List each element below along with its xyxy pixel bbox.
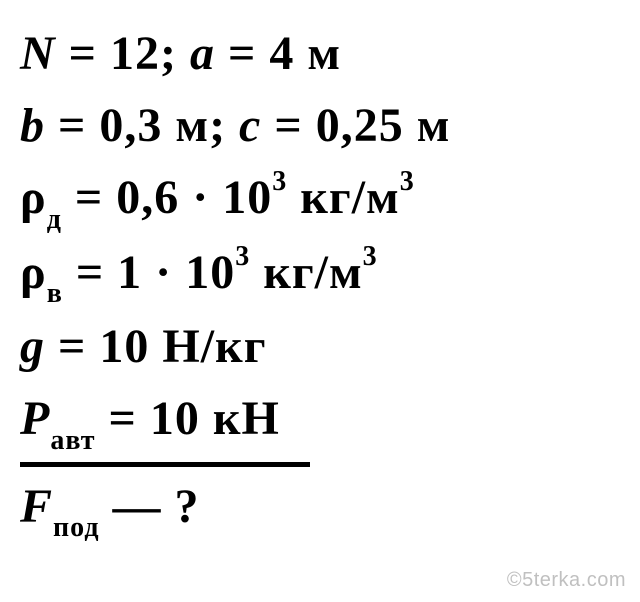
unit-exp: 3 [363, 241, 378, 272]
line-4: ρв = 1 · 103 кг/м3 [20, 237, 620, 312]
val-g: 10 [99, 320, 149, 373]
val-b: 0,3 [99, 99, 162, 152]
var-P: P [20, 392, 50, 445]
dot: · [179, 171, 222, 224]
line-6: Pавт = 10 кН [20, 383, 620, 458]
sub-avt: авт [50, 425, 95, 456]
question-mark: ? [175, 480, 200, 533]
val-P: 10 [150, 392, 200, 445]
dot: · [142, 246, 185, 299]
sub-d: д [47, 204, 62, 235]
line-7-find: Fпод — ? [20, 471, 620, 546]
eq: = [215, 27, 269, 80]
eq: = [45, 99, 99, 152]
unit-kgm3: кг/м [287, 171, 399, 224]
val-c: 0,25 [316, 99, 404, 152]
line-3: ρд = 0,6 · 103 кг/м3 [20, 162, 620, 237]
sub-v: в [47, 278, 63, 309]
eq: = [45, 320, 99, 373]
sep: ; [209, 99, 239, 152]
exp: 3 [235, 241, 250, 272]
eq: = [63, 246, 117, 299]
sep: ; [160, 27, 190, 80]
var-c: c [239, 99, 261, 152]
base: 10 [185, 246, 235, 299]
coef: 1 [117, 246, 142, 299]
exp: 3 [272, 166, 287, 197]
unit-kgm3: кг/м [250, 246, 362, 299]
var-rho: ρ [20, 171, 47, 224]
unit-exp: 3 [400, 166, 415, 197]
eq: = [56, 27, 110, 80]
var-b: b [20, 99, 45, 152]
dash: — [100, 480, 175, 533]
line-2: b = 0,3 м; c = 0,25 м [20, 90, 620, 162]
line-1: N = 12; a = 4 м [20, 18, 620, 90]
unit-m: м [294, 27, 341, 80]
base: 10 [222, 171, 272, 224]
val-N: 12 [110, 27, 160, 80]
line-5: g = 10 Н/кг [20, 311, 620, 383]
unit-m: м [162, 99, 209, 152]
var-rho: ρ [20, 246, 47, 299]
var-g: g [20, 320, 45, 373]
var-a: a [190, 27, 215, 80]
val-a: 4 [269, 27, 294, 80]
eq: = [62, 171, 116, 224]
eq: = [261, 99, 315, 152]
eq: = [96, 392, 150, 445]
var-F: F [20, 480, 53, 533]
unit-nkg: Н/кг [149, 320, 266, 373]
unit-kN: кН [200, 392, 280, 445]
physics-given-block: N = 12; a = 4 м b = 0,3 м; c = 0,25 м ρд… [0, 0, 640, 563]
sub-pod: под [53, 512, 100, 543]
var-N: N [20, 27, 56, 80]
divider-line [20, 462, 310, 467]
coef: 0,6 [116, 171, 179, 224]
watermark-text: ©5terka.com [507, 569, 626, 592]
unit-m: м [404, 99, 451, 152]
